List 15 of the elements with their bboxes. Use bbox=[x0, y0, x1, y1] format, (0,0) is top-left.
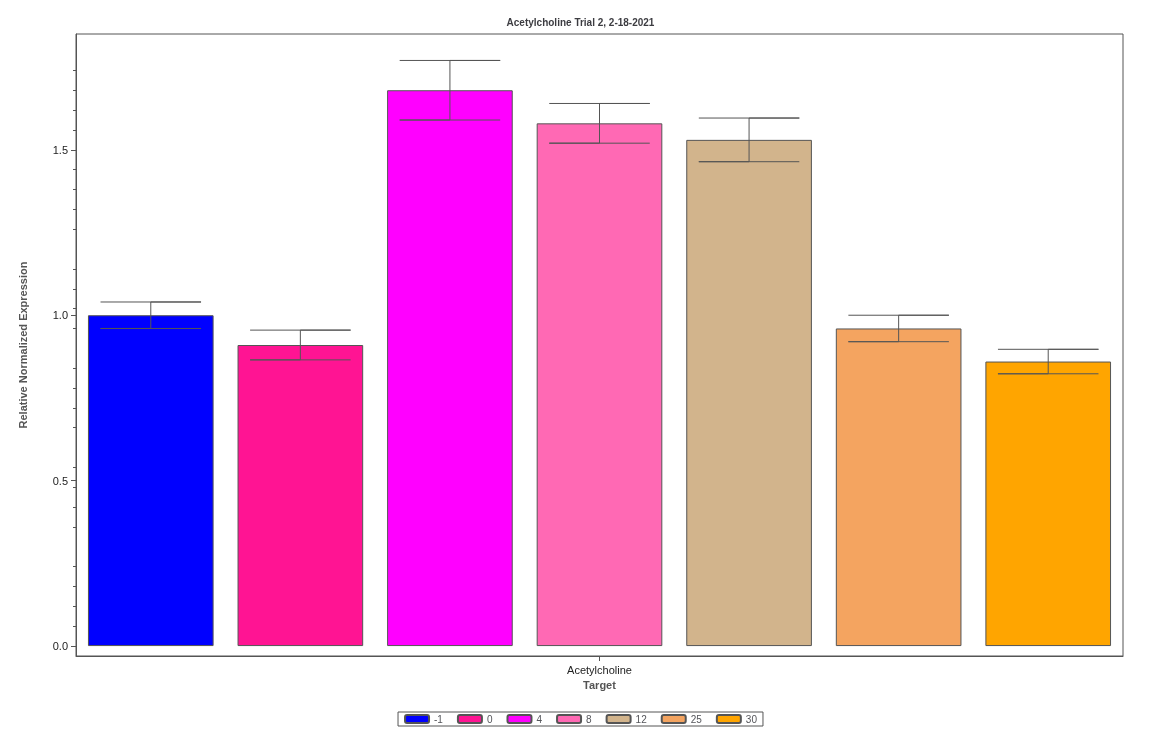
legend-label: 25 bbox=[690, 713, 703, 725]
legend-label: 0 bbox=[486, 713, 493, 725]
y-axis-title: Relative Normalized Expression bbox=[16, 261, 29, 429]
chart-title: Acetylcholine Trial 2, 2-18-2021 bbox=[506, 16, 655, 28]
y-tick-label: 0.0 bbox=[52, 640, 68, 653]
y-tick-label: 1.5 bbox=[52, 143, 68, 156]
x-axis-title: Target bbox=[583, 679, 617, 692]
legend-label: 8 bbox=[586, 713, 593, 725]
legend-label: 30 bbox=[745, 713, 758, 725]
legend-label: -1 bbox=[434, 713, 444, 725]
y-tick-label: 0.5 bbox=[52, 474, 68, 487]
legend-label: 12 bbox=[635, 713, 648, 725]
legend-label: 4 bbox=[536, 713, 543, 725]
y-tick-label: 1.0 bbox=[52, 309, 68, 322]
x-tick-label: Acetylcholine bbox=[567, 663, 632, 676]
